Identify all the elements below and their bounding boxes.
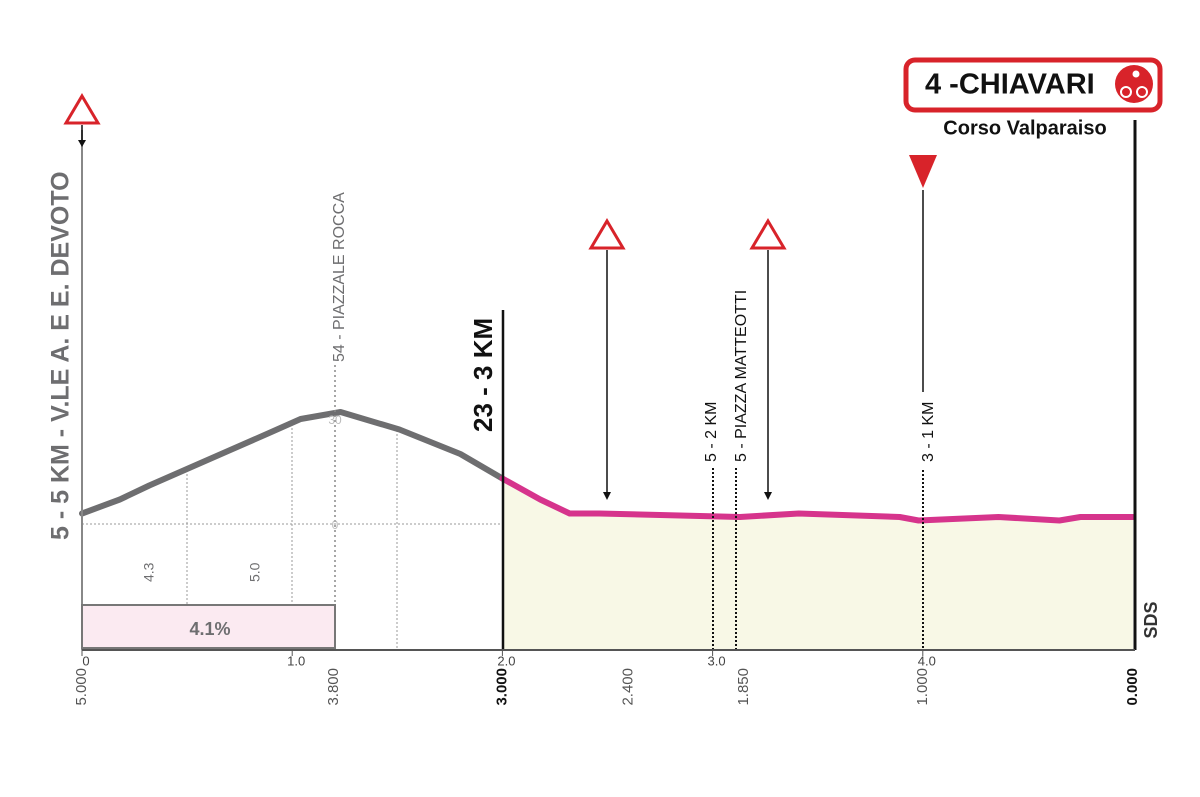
profile-fill [502, 478, 1133, 650]
piazza-label: 5 - PIAZZA MATTEOTTI [733, 290, 750, 462]
finish-icon-wheel [1136, 86, 1148, 98]
three-km-label: 23 - 3 KM [468, 318, 498, 432]
y-tick-label: 0 [332, 518, 339, 532]
x-tick-label: 3.0 [708, 653, 726, 668]
x-tick-label: 2.0 [497, 653, 515, 668]
profile-line [79, 409, 506, 517]
warning-triangle [63, 93, 101, 125]
logo: SDS [1141, 601, 1161, 638]
warning-arrowhead [764, 492, 772, 500]
finish-icon-head [1132, 70, 1140, 78]
start-label: 5 - 5 KM - V.LE A. E E. DEVOTO [47, 171, 75, 540]
warning-arrowhead [603, 492, 611, 500]
km-to-go-label: 2.400 [619, 668, 636, 706]
x-tick-label: 4.0 [918, 653, 936, 668]
km-to-go-label: 3.800 [325, 668, 342, 706]
summit-label: 54 - PIAZZALE ROCCA [331, 192, 348, 362]
gradient-box-label: 4.1% [189, 619, 230, 639]
two-km-label: 5 - 2 KM [703, 402, 720, 462]
x-tick-label: 0 [82, 653, 89, 668]
gradient-box [81, 604, 336, 649]
y-tick-label: 30 [328, 413, 342, 427]
warning-sign [63, 93, 101, 147]
warning-arrowhead [78, 140, 86, 147]
last-km-flag [909, 155, 937, 188]
finish-name: 4 -CHIAVARI [925, 69, 1095, 101]
warning-sign [588, 218, 626, 500]
km-to-go-label: 1.850 [735, 668, 752, 706]
km-to-go-label: 3.000 [493, 668, 510, 706]
warning-triangle [588, 218, 626, 250]
plot [79, 409, 1136, 650]
km-to-go-label: 5.000 [73, 668, 90, 706]
gradient-label: 4.3 [141, 562, 157, 582]
finish-icon-wheel [1120, 86, 1132, 98]
finish-box [903, 57, 1163, 113]
gradient-label: 5.0 [247, 562, 263, 582]
warning-triangle [749, 218, 787, 250]
x-tick-label: 1.0 [287, 653, 305, 668]
one-km-label: 3 - 1 KM [920, 402, 937, 462]
km-to-go-label: 1.000 [914, 668, 931, 706]
finish-street: Corso Valparaiso [943, 117, 1106, 139]
profile-line [499, 475, 1136, 524]
finish-icon [1115, 65, 1153, 103]
warning-sign [749, 218, 787, 500]
km-to-go-label: 0.000 [1124, 668, 1141, 706]
